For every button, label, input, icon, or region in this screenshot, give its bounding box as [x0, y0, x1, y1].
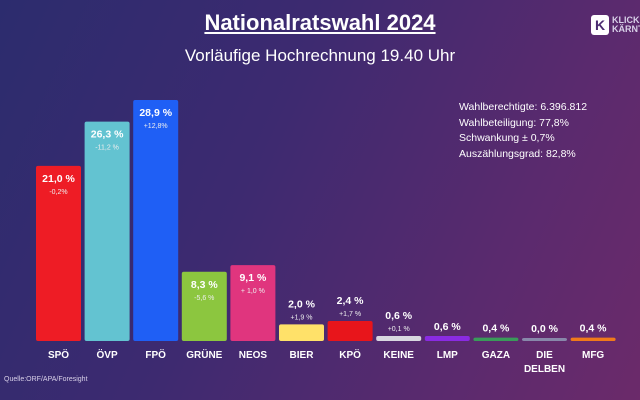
value-label-10: 0,4 %	[482, 323, 510, 335]
change-label-2: -11,2 %	[95, 145, 119, 152]
bar-10	[473, 337, 519, 341]
category-label-9: LMP	[437, 350, 458, 361]
change-label-6: +1,9 %	[291, 314, 313, 321]
value-label-6: 2,0 %	[288, 298, 316, 310]
brand-logo[interactable]: K KLICK KÄRNTEN	[591, 12, 640, 38]
value-label-2: 26,3 %	[91, 129, 124, 141]
category-label-10: GAZA	[482, 350, 510, 361]
category-label-12: MFG	[582, 350, 604, 361]
bar-7	[327, 320, 373, 341]
value-label-12: 0,4 %	[580, 323, 608, 335]
value-label-5: 9,1 %	[239, 272, 267, 284]
bar-5	[230, 265, 276, 341]
bar-12	[570, 337, 616, 341]
bar-9	[424, 335, 470, 341]
change-label-4: -5,6 %	[194, 295, 214, 302]
change-label-3: +12,8%	[144, 123, 168, 130]
value-label-1: 21,0 %	[42, 173, 75, 185]
category-label-5: NEOS	[239, 350, 268, 361]
stat-turnout: Wahlbeteiligung: 77,8%	[459, 116, 569, 129]
bar-8	[376, 335, 422, 341]
logo-line1: KLICK	[612, 15, 640, 25]
chart-title: Nationalratswahl 2024	[204, 10, 436, 35]
category-label-4: GRÜNE	[186, 348, 222, 361]
value-label-7: 2,4 %	[337, 295, 365, 307]
bar-2	[84, 121, 130, 341]
category-label-11-2: DELBEN	[524, 364, 565, 375]
category-label-11-1: DIE	[536, 350, 553, 361]
category-label-7: KPÖ	[339, 348, 361, 361]
bar-6	[279, 324, 324, 341]
stats-box: Wahlberechtigte: 6.396.812 Wahlbeteiligu…	[459, 100, 587, 162]
stat-counted: Auszählungsgrad: 82,8%	[459, 147, 576, 160]
stat-eligible-voters: Wahlberechtigte: 6.396.812	[459, 101, 588, 113]
category-label-1: SPÖ	[48, 348, 69, 361]
change-label-5: + 1,0 %	[241, 288, 265, 295]
value-label-3: 28,9 %	[139, 107, 172, 119]
value-label-8: 0,6 %	[385, 310, 413, 322]
bar-4	[181, 271, 227, 341]
logo-k-icon: K	[591, 15, 609, 35]
chart-subtitle: Vorläufige Hochrechnung 19.40 Uhr	[184, 46, 456, 65]
stat-margin: Schwankung ± 0,7%	[459, 132, 555, 144]
logo-line2: KÄRNTEN	[612, 24, 640, 34]
change-label-8: +0,1 %	[388, 326, 410, 333]
source-note: Quelle:ORF/APA/Foresight	[4, 376, 88, 383]
category-label-8: KEINE	[383, 350, 414, 361]
category-label-3: FPÖ	[145, 348, 166, 361]
value-label-4: 8,3 %	[191, 279, 219, 291]
category-label-6: BIER	[290, 350, 315, 361]
category-label-2: ÖVP	[97, 348, 118, 361]
value-label-11: 0,0 %	[531, 323, 559, 335]
bar-11	[522, 338, 567, 341]
bar-3	[133, 100, 179, 341]
change-label-7: +1,7 %	[339, 311, 361, 318]
value-label-9: 0,6 %	[434, 321, 462, 333]
change-label-1: -0,2%	[49, 189, 67, 196]
bar-1	[36, 165, 81, 341]
